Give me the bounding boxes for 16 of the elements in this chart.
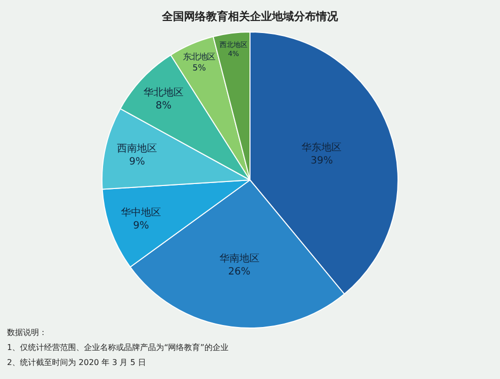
- data-label: 8%: [156, 100, 172, 112]
- data-label: 9%: [133, 220, 150, 232]
- data-label: 26%: [228, 266, 250, 278]
- slice-label: 华南地区: [219, 252, 260, 264]
- text: 2、统计截至时间为 2020 年 3 月 5 日: [7, 358, 146, 367]
- text: 数据说明：: [7, 328, 47, 337]
- data-label: 39%: [310, 156, 333, 167]
- slice-label: 华东地区: [302, 142, 342, 154]
- text: 1、仅统计经营范围、企业名称或品牌产品为“网络教育”的企业: [7, 343, 228, 352]
- slice-label: 华北地区: [144, 86, 184, 98]
- chart-title: 全国网络教育相关企业地域分布情况: [161, 10, 339, 23]
- slice-label: 东北地区: [183, 52, 216, 62]
- slice-label: 华中地区: [121, 206, 162, 219]
- data-label: 5%: [192, 62, 206, 73]
- data-label: 9%: [129, 156, 146, 168]
- slice-label: 西南地区: [117, 142, 158, 154]
